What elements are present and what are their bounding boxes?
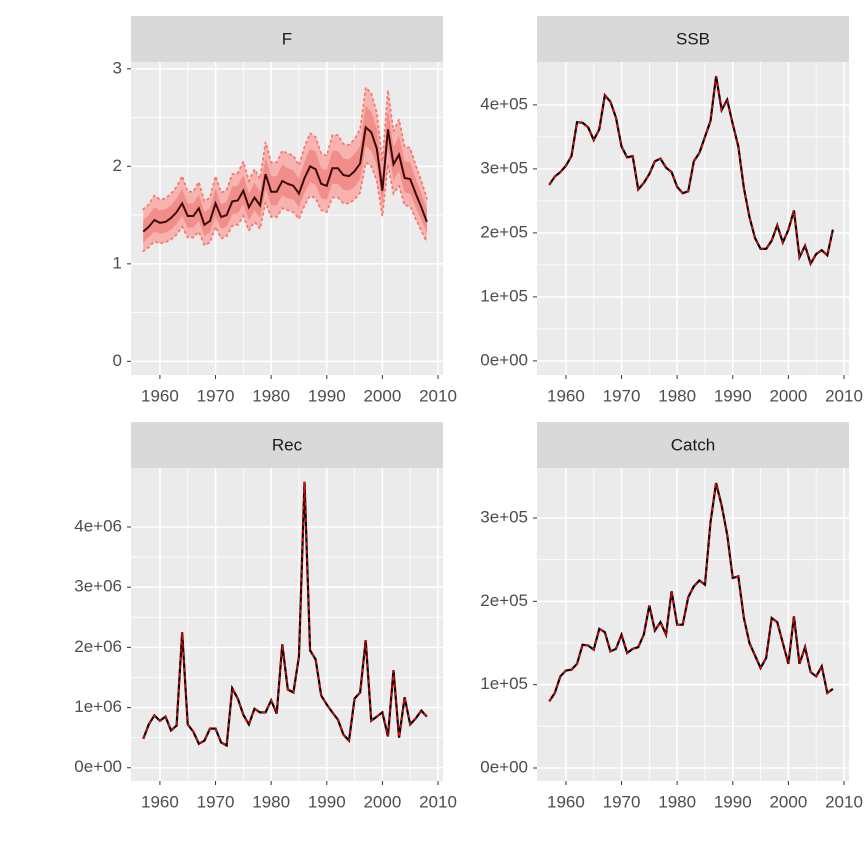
- x-tick-label: 2010: [825, 386, 863, 405]
- dashed-line: [548, 482, 834, 702]
- x-tick-label: 1990: [308, 792, 346, 811]
- y-tick-label: 3e+05: [480, 507, 528, 526]
- x-tick-label: 1980: [252, 792, 290, 811]
- panel: F 0 1 2 3 1960 1970 1980 1990 2000 2010: [113, 16, 457, 405]
- x-tick-label: 1980: [658, 792, 696, 811]
- y-tick-label: 1e+06: [74, 697, 122, 716]
- data-layer: [142, 85, 428, 253]
- y-tick-label: 4e+05: [480, 94, 528, 113]
- panel-title: F: [282, 29, 292, 48]
- x-tick-label: 2000: [769, 386, 807, 405]
- plot-background: [537, 62, 849, 375]
- panel: Catch 0e+00 1e+05 2e+05 3e+05 1960 1970 1980 199…: [480, 422, 863, 811]
- panel: SSB 0e+00 1e+05 2e+05 3e+05 4e+05 1960 1970 1980…: [480, 16, 863, 405]
- panel-title: Rec: [272, 435, 303, 454]
- plot-background: [537, 468, 849, 781]
- x-tick-label: 1960: [141, 792, 179, 811]
- x-tick-label: 2000: [363, 792, 401, 811]
- dashed-line: [142, 481, 428, 747]
- x-tick-label: 1980: [252, 386, 290, 405]
- strip: [131, 422, 443, 468]
- x-tick-label: 2000: [363, 386, 401, 405]
- x-tick-label: 1990: [714, 386, 752, 405]
- y-tick-label: 0e+00: [480, 350, 528, 369]
- y-tick-label: 2e+05: [480, 222, 528, 241]
- y-tick-label: 2e+06: [74, 637, 122, 656]
- y-tick-label: 1e+05: [480, 674, 528, 693]
- x-tick-label: 1970: [197, 386, 235, 405]
- x-tick-label: 1960: [547, 792, 585, 811]
- data-layer: [548, 482, 834, 702]
- strip: [131, 16, 443, 62]
- y-tick-label: 3e+06: [74, 577, 122, 596]
- strip: [537, 16, 849, 62]
- x-tick-label: 1970: [197, 792, 235, 811]
- line: [142, 125, 428, 233]
- y-tick-label: 2: [113, 156, 122, 175]
- x-tick-label: 1970: [603, 386, 641, 405]
- data-layer: [142, 481, 428, 748]
- bound-line: [142, 85, 428, 211]
- y-tick-label: 1: [113, 253, 122, 272]
- y-tick-label: 1e+05: [480, 286, 528, 305]
- x-tick-label: 1960: [547, 386, 585, 405]
- y-tick-label: 0e+00: [74, 757, 122, 776]
- y-tick-label: 3: [113, 58, 122, 77]
- x-tick-label: 1970: [603, 792, 641, 811]
- plot-background: [131, 468, 443, 781]
- x-tick-label: 2010: [419, 386, 457, 405]
- x-tick-label: 1990: [714, 792, 752, 811]
- x-tick-label: 2000: [769, 792, 807, 811]
- dashed-line: [548, 75, 834, 266]
- panel: Rec 0e+00 1e+06 2e+06 3e+06 4e+06 1960 1970 1980…: [74, 422, 457, 811]
- strip: [537, 422, 849, 468]
- x-tick-label: 1990: [308, 386, 346, 405]
- x-tick-label: 1960: [141, 386, 179, 405]
- x-tick-label: 1980: [658, 386, 696, 405]
- y-tick-label: 4e+06: [74, 516, 122, 535]
- y-tick-label: 2e+05: [480, 591, 528, 610]
- panel-title: SSB: [676, 29, 710, 48]
- y-tick-label: 3e+05: [480, 158, 528, 177]
- bound-line: [142, 160, 428, 253]
- panel-title: Catch: [671, 435, 715, 454]
- y-tick-label: 0: [113, 351, 122, 370]
- y-tick-label: 0e+00: [480, 757, 528, 776]
- x-tick-label: 2010: [825, 792, 863, 811]
- x-tick-label: 2010: [419, 792, 457, 811]
- data-layer: [548, 75, 834, 267]
